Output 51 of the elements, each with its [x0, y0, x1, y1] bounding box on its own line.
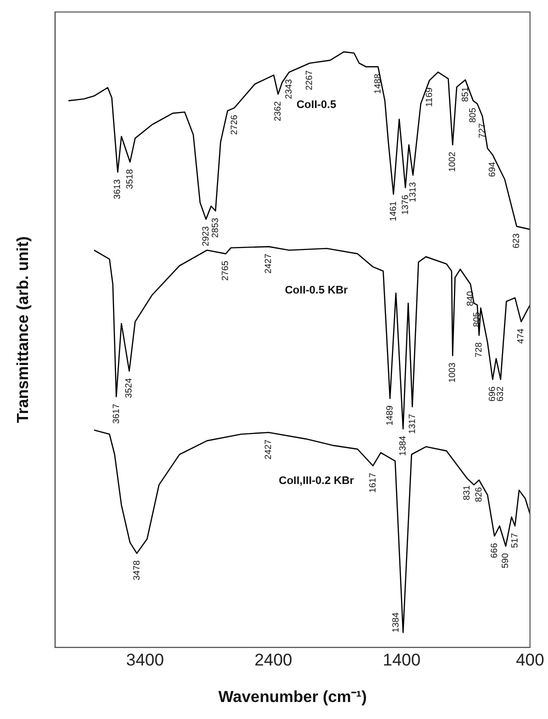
x-tick-label: 3400 [126, 650, 164, 670]
series-label: CoII,III-0.2 KBr [278, 475, 355, 488]
annotation: 805 [468, 108, 478, 123]
annotation: 474 [516, 328, 526, 344]
annotation: 1169 [424, 87, 434, 107]
annotation: 2726 [228, 114, 239, 135]
annotation: 1002 [447, 152, 458, 172]
x-tick-label: 2400 [254, 650, 292, 670]
series-label: CoII-0.5 [296, 99, 336, 112]
annotation: 831 [461, 485, 472, 500]
annotation: 826 [474, 487, 484, 502]
annotation: 517 [509, 532, 520, 548]
annotation: 1489 [384, 405, 394, 426]
annotation: 840 [464, 291, 475, 306]
annotation: 1384 [398, 436, 408, 456]
annotation: 696 [487, 386, 498, 402]
annotation: 2267 [304, 70, 314, 90]
annotation: 727 [476, 123, 487, 138]
annotation: 3518 [124, 169, 134, 190]
annotation: 805 [472, 312, 482, 328]
annotation: 1313 [407, 182, 418, 202]
annotation: 1488 [372, 74, 383, 94]
annotation: 666 [488, 543, 499, 558]
annotation: 2427 [263, 254, 274, 274]
annotation: 1617 [367, 472, 378, 493]
x-axis-title: Wavenumber (cm⁻¹) [218, 688, 367, 706]
y-axis-title: Transmittance (arb. unit) [15, 236, 32, 424]
annotation: 1003 [447, 362, 458, 383]
annotation: 3478 [131, 560, 142, 580]
annotation: 590 [500, 553, 510, 568]
annotation: 3617 [110, 404, 121, 424]
annotation: 2427 [263, 439, 274, 460]
annotation: 694 [487, 162, 498, 177]
annotation: 1384 [390, 612, 401, 633]
annotation: 632 [495, 386, 506, 402]
x-tick-label: 400 [516, 650, 544, 670]
annotation: 623 [511, 233, 522, 248]
annotation: 1376 [400, 194, 410, 215]
text: CoII-0.5 KBr [284, 284, 349, 296]
annotation: 3613 [112, 179, 122, 200]
annotation: 2765 [220, 260, 230, 281]
annotation: 2923 [200, 226, 210, 246]
annotation: 2343 [284, 79, 294, 100]
annotation: 1317 [406, 414, 417, 434]
annotation: 2853 [210, 218, 220, 238]
annotation: 728 [474, 342, 484, 358]
annotation: 2362 [272, 101, 283, 122]
annotation: 1461 [388, 201, 398, 222]
annotation: 851 [460, 86, 470, 102]
x-tick-label: 1400 [382, 650, 421, 670]
annotation: 3524 [124, 378, 134, 398]
